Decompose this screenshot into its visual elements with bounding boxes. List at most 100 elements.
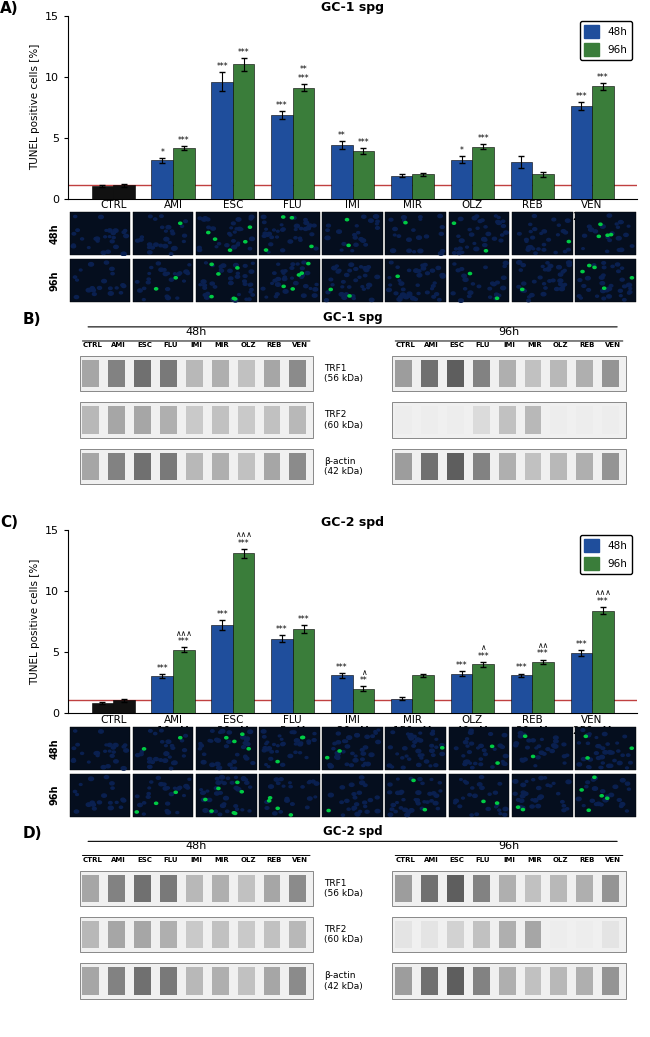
Circle shape	[245, 779, 248, 781]
Circle shape	[619, 221, 623, 224]
Circle shape	[418, 778, 422, 781]
Circle shape	[601, 289, 605, 292]
Circle shape	[462, 755, 465, 757]
FancyBboxPatch shape	[603, 407, 619, 433]
Circle shape	[608, 764, 613, 767]
Circle shape	[222, 782, 226, 785]
Circle shape	[352, 792, 356, 795]
Circle shape	[304, 227, 308, 230]
Circle shape	[355, 812, 360, 816]
Circle shape	[352, 298, 356, 300]
FancyBboxPatch shape	[264, 921, 280, 948]
Circle shape	[518, 731, 523, 734]
Circle shape	[214, 787, 218, 789]
Circle shape	[495, 806, 497, 808]
Circle shape	[430, 779, 433, 781]
Circle shape	[124, 234, 129, 237]
Circle shape	[532, 779, 535, 781]
Circle shape	[164, 237, 169, 241]
Circle shape	[225, 244, 229, 247]
Circle shape	[353, 233, 356, 236]
Circle shape	[587, 809, 590, 811]
Circle shape	[608, 240, 612, 242]
Circle shape	[282, 785, 285, 787]
Circle shape	[599, 755, 605, 759]
Circle shape	[262, 234, 266, 237]
Circle shape	[169, 792, 174, 795]
Circle shape	[142, 748, 146, 750]
Circle shape	[233, 767, 237, 769]
Circle shape	[599, 223, 602, 225]
Circle shape	[589, 228, 593, 231]
Circle shape	[248, 284, 252, 286]
Circle shape	[326, 229, 330, 231]
Circle shape	[417, 763, 421, 766]
Circle shape	[211, 227, 215, 230]
Circle shape	[359, 810, 361, 813]
Circle shape	[440, 753, 445, 756]
Circle shape	[470, 814, 473, 816]
Circle shape	[74, 810, 79, 813]
Circle shape	[624, 233, 628, 236]
Circle shape	[300, 227, 303, 230]
FancyBboxPatch shape	[473, 921, 489, 948]
Circle shape	[352, 807, 357, 810]
Circle shape	[231, 222, 235, 225]
Circle shape	[432, 754, 435, 756]
Text: ***: ***	[456, 661, 467, 670]
Circle shape	[488, 287, 491, 290]
Circle shape	[549, 785, 552, 787]
Circle shape	[491, 282, 496, 285]
Circle shape	[92, 292, 96, 296]
Circle shape	[276, 782, 280, 784]
Circle shape	[174, 273, 176, 275]
FancyBboxPatch shape	[473, 968, 489, 994]
FancyBboxPatch shape	[79, 871, 313, 906]
Circle shape	[336, 271, 340, 273]
Bar	[448, 727, 510, 769]
FancyBboxPatch shape	[289, 407, 306, 433]
Circle shape	[387, 764, 391, 767]
Circle shape	[88, 761, 90, 763]
Circle shape	[619, 805, 623, 808]
Circle shape	[592, 263, 596, 267]
Circle shape	[503, 261, 508, 264]
Circle shape	[499, 813, 502, 815]
Circle shape	[434, 802, 438, 805]
Text: VEN: VEN	[292, 342, 308, 348]
Circle shape	[121, 252, 126, 256]
Circle shape	[417, 236, 421, 240]
Circle shape	[184, 270, 188, 274]
Circle shape	[268, 796, 272, 798]
Circle shape	[457, 235, 460, 237]
Circle shape	[484, 250, 488, 252]
Text: **: **	[338, 131, 346, 140]
Circle shape	[361, 285, 363, 287]
Text: IMI: IMI	[190, 857, 202, 863]
Text: VEN: VEN	[292, 857, 308, 863]
FancyBboxPatch shape	[421, 874, 438, 902]
Circle shape	[377, 729, 380, 731]
Circle shape	[282, 277, 287, 281]
Circle shape	[203, 798, 207, 801]
Circle shape	[426, 291, 429, 293]
Circle shape	[148, 761, 151, 763]
Circle shape	[620, 779, 625, 782]
FancyBboxPatch shape	[577, 360, 593, 388]
Circle shape	[620, 805, 623, 807]
Circle shape	[476, 227, 479, 229]
FancyBboxPatch shape	[395, 921, 412, 948]
Circle shape	[306, 272, 309, 275]
Circle shape	[463, 287, 467, 290]
FancyBboxPatch shape	[447, 360, 463, 388]
Circle shape	[359, 237, 363, 241]
Circle shape	[439, 232, 443, 235]
Circle shape	[609, 793, 614, 796]
FancyBboxPatch shape	[395, 360, 412, 388]
Circle shape	[588, 733, 591, 735]
FancyBboxPatch shape	[79, 356, 313, 391]
Circle shape	[267, 765, 270, 767]
Circle shape	[309, 781, 311, 782]
Circle shape	[236, 781, 239, 784]
FancyBboxPatch shape	[393, 356, 625, 391]
